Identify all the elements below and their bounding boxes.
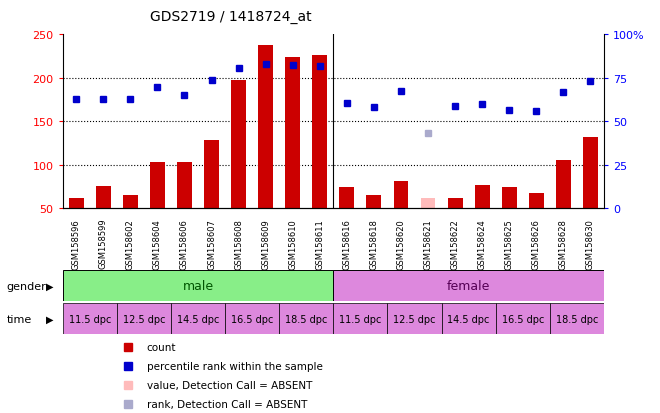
Text: 12.5 dpc: 12.5 dpc bbox=[393, 314, 436, 324]
Bar bbox=[556, 161, 571, 209]
Bar bbox=[312, 56, 327, 209]
Bar bbox=[550, 304, 604, 335]
Bar bbox=[150, 163, 165, 209]
Text: male: male bbox=[182, 280, 214, 292]
Text: 14.5 dpc: 14.5 dpc bbox=[447, 314, 490, 324]
Text: ▶: ▶ bbox=[46, 314, 53, 324]
Text: 18.5 dpc: 18.5 dpc bbox=[285, 314, 327, 324]
Bar bbox=[442, 304, 496, 335]
Text: rank, Detection Call = ABSENT: rank, Detection Call = ABSENT bbox=[147, 399, 307, 409]
Bar bbox=[117, 304, 171, 335]
Bar bbox=[447, 198, 463, 209]
Text: ▶: ▶ bbox=[46, 281, 53, 291]
Bar bbox=[63, 271, 333, 301]
Bar bbox=[258, 46, 273, 209]
Bar bbox=[63, 304, 117, 335]
Bar bbox=[177, 163, 192, 209]
Bar bbox=[339, 188, 354, 209]
Bar bbox=[279, 304, 333, 335]
Bar bbox=[387, 304, 442, 335]
Text: 16.5 dpc: 16.5 dpc bbox=[231, 314, 273, 324]
Bar bbox=[225, 304, 279, 335]
Bar bbox=[231, 81, 246, 209]
Bar bbox=[475, 186, 490, 209]
Text: 11.5 dpc: 11.5 dpc bbox=[339, 314, 381, 324]
Bar bbox=[529, 194, 544, 209]
Bar bbox=[123, 196, 138, 209]
Text: 14.5 dpc: 14.5 dpc bbox=[177, 314, 219, 324]
Text: percentile rank within the sample: percentile rank within the sample bbox=[147, 361, 323, 371]
Bar bbox=[333, 271, 604, 301]
Bar bbox=[69, 198, 84, 209]
Text: female: female bbox=[447, 280, 490, 292]
Bar bbox=[366, 196, 381, 209]
Bar bbox=[171, 304, 225, 335]
Bar bbox=[496, 304, 550, 335]
Bar bbox=[583, 138, 598, 209]
Text: 12.5 dpc: 12.5 dpc bbox=[123, 314, 165, 324]
Bar bbox=[333, 304, 387, 335]
Text: value, Detection Call = ABSENT: value, Detection Call = ABSENT bbox=[147, 380, 312, 390]
Bar bbox=[204, 141, 219, 209]
Bar bbox=[393, 182, 409, 209]
Text: GDS2719 / 1418724_at: GDS2719 / 1418724_at bbox=[150, 10, 312, 24]
Text: count: count bbox=[147, 342, 176, 352]
Text: gender: gender bbox=[7, 281, 46, 291]
Text: 16.5 dpc: 16.5 dpc bbox=[502, 314, 544, 324]
Bar bbox=[502, 188, 517, 209]
Text: time: time bbox=[7, 314, 32, 324]
Text: 11.5 dpc: 11.5 dpc bbox=[69, 314, 111, 324]
Bar bbox=[285, 58, 300, 209]
Bar bbox=[96, 187, 111, 209]
Bar bbox=[420, 198, 436, 209]
Text: 18.5 dpc: 18.5 dpc bbox=[556, 314, 598, 324]
